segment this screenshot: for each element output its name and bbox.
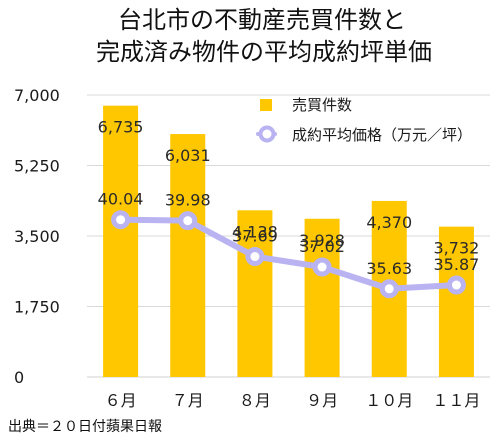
average-price-line bbox=[117, 216, 460, 292]
average-price-label: 35.63 bbox=[366, 259, 412, 278]
y-tick-label: 7,000 bbox=[14, 86, 60, 105]
average-price-label: 37.02 bbox=[299, 237, 345, 256]
average-price-point bbox=[178, 211, 198, 231]
average-price-label: 37.69 bbox=[232, 227, 278, 246]
legend-bar-label: 売買件数 bbox=[292, 96, 352, 114]
legend-line-marker-icon bbox=[258, 125, 276, 143]
average-price-point bbox=[245, 247, 265, 267]
line-layer bbox=[111, 210, 466, 299]
x-tick-label: １０月 bbox=[365, 391, 413, 410]
bars-layer bbox=[103, 105, 474, 377]
y-tick-label: 5,250 bbox=[14, 157, 60, 176]
chart-title-line-1: 台北市の不動産売買件数と bbox=[118, 6, 406, 34]
average-price-label: 35.87 bbox=[434, 255, 480, 274]
average-price-point bbox=[446, 275, 466, 295]
bar bbox=[438, 226, 474, 377]
bar-value-label: 6,735 bbox=[98, 118, 144, 137]
bar bbox=[170, 134, 206, 377]
bar-value-label: 6,031 bbox=[165, 146, 211, 165]
bar bbox=[103, 105, 139, 377]
average-price-label: 39.98 bbox=[165, 191, 211, 210]
ticks-layer: 7,000 5,250 3,500 1,750 0 ６月 ７月 ８月 ９月 １０月 １１月 bbox=[14, 86, 480, 410]
average-price-point bbox=[111, 210, 131, 230]
chart-title-line-2: 完成済み物件の平均成約坪単価 bbox=[96, 38, 432, 66]
bar-value-label: 3,928 bbox=[299, 231, 345, 250]
bar-value-label: 4,370 bbox=[366, 213, 412, 232]
grid-layer bbox=[87, 94, 490, 378]
source-note: 出典＝２０日付蘋果日報 bbox=[8, 419, 162, 435]
x-tick-label: ６月 bbox=[105, 391, 137, 410]
x-tick-label: ８月 bbox=[239, 391, 271, 410]
average-price-point bbox=[379, 279, 399, 299]
legend-line-label: 成約平均価格（万元／坪） bbox=[292, 126, 472, 144]
y-tick-label: 1,750 bbox=[14, 298, 60, 317]
bar-value-label: 3,732 bbox=[434, 239, 480, 258]
bar bbox=[304, 218, 340, 377]
x-tick-label: １１月 bbox=[432, 391, 480, 410]
bar bbox=[237, 210, 273, 377]
y-tick-label: 3,500 bbox=[14, 227, 60, 246]
legend: 売買件数 成約平均価格（万元／坪） bbox=[256, 96, 472, 144]
average-price-label: 40.04 bbox=[98, 190, 144, 209]
legend-bar-swatch bbox=[260, 99, 272, 111]
labels-layer: 6,735 6,031 4,138 3,928 4,370 3,732 40.04 39.98… bbox=[98, 118, 480, 278]
x-tick-label: ７月 bbox=[172, 391, 204, 410]
x-tick-label: ９月 bbox=[306, 391, 338, 410]
bar-value-label: 4,138 bbox=[232, 222, 278, 241]
y-tick-label: 0 bbox=[14, 368, 24, 387]
average-price-point bbox=[312, 257, 332, 277]
